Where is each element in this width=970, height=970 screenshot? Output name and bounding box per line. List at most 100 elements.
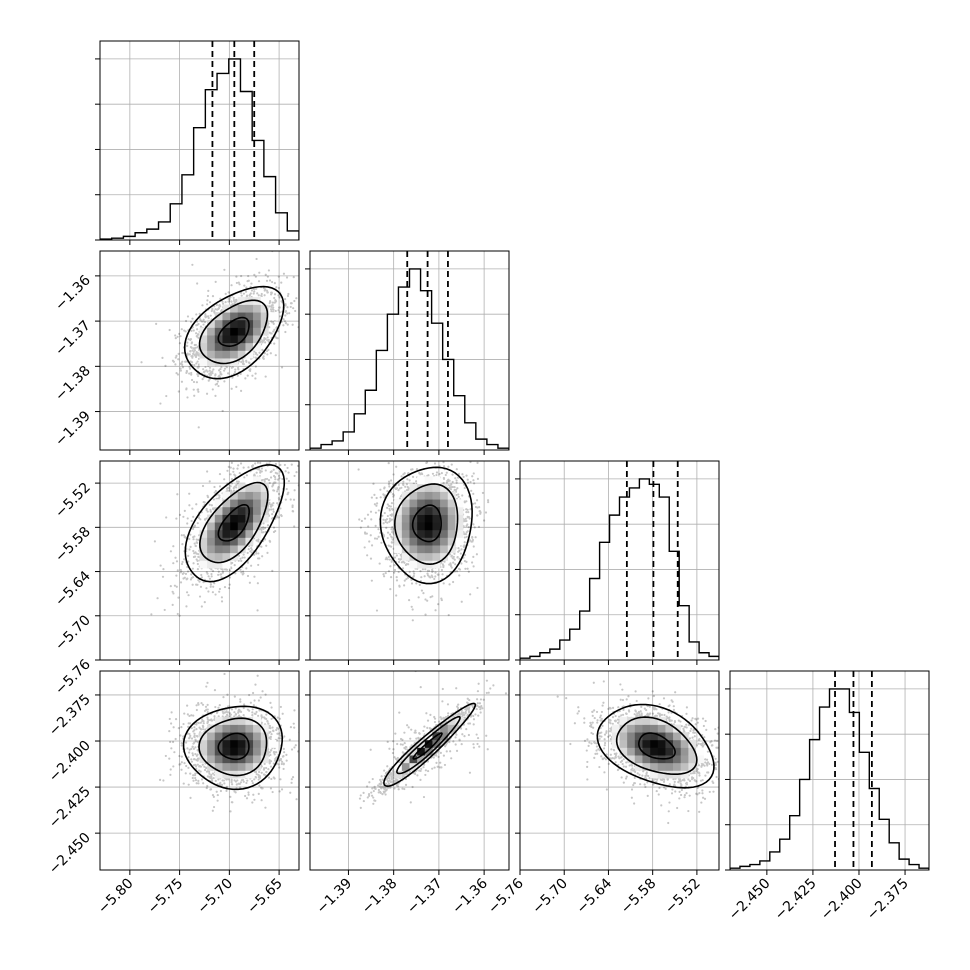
scatter-point bbox=[407, 488, 410, 491]
scatter-point bbox=[447, 478, 450, 481]
scatter-point bbox=[466, 523, 469, 526]
scatter-point bbox=[284, 298, 287, 301]
scatter-point bbox=[186, 522, 189, 525]
scatter-point bbox=[472, 479, 475, 482]
scatter-point bbox=[190, 573, 193, 576]
scatter-point bbox=[254, 372, 257, 375]
scatter-point bbox=[218, 374, 221, 377]
scatter-point bbox=[209, 583, 213, 586]
density-cell bbox=[207, 560, 216, 569]
scatter-point bbox=[389, 588, 392, 591]
scatter-point bbox=[272, 468, 275, 471]
scatter-point bbox=[176, 612, 179, 616]
scatter-point bbox=[251, 374, 254, 377]
panel-content bbox=[100, 41, 299, 240]
scatter-point bbox=[273, 296, 276, 300]
scatter-point bbox=[220, 373, 223, 376]
scatter-point bbox=[289, 498, 292, 501]
scatter-point bbox=[192, 347, 196, 350]
scatter-point bbox=[190, 329, 193, 333]
scatter-point bbox=[161, 356, 164, 359]
scatter-point bbox=[271, 321, 274, 324]
scatter-point bbox=[290, 302, 293, 305]
density-cell bbox=[214, 545, 223, 554]
scatter-point bbox=[266, 291, 269, 294]
scatter-point bbox=[230, 561, 233, 564]
scatter-point bbox=[223, 367, 227, 370]
scatter-point bbox=[443, 452, 445, 454]
scatter-point bbox=[192, 549, 195, 553]
scatter-point bbox=[202, 581, 205, 584]
density-cell bbox=[253, 342, 262, 351]
scatter-point bbox=[253, 473, 256, 476]
scatter-point bbox=[272, 306, 275, 309]
scatter-point bbox=[284, 303, 287, 306]
scatter-point bbox=[205, 507, 208, 511]
scatter-point bbox=[181, 360, 184, 363]
scatter-point bbox=[255, 539, 258, 542]
density-cell bbox=[222, 552, 231, 561]
scatter-point bbox=[262, 287, 266, 290]
scatter-point bbox=[262, 531, 265, 534]
scatter-point bbox=[189, 345, 192, 349]
scatter-point bbox=[285, 487, 288, 491]
scatter-point bbox=[285, 276, 289, 279]
scatter-point bbox=[220, 600, 224, 603]
scatter-point bbox=[208, 301, 212, 304]
density-cell bbox=[245, 312, 254, 321]
scatter-point bbox=[220, 576, 223, 579]
scatter-point bbox=[264, 526, 267, 530]
scatter-point bbox=[189, 350, 192, 353]
scatter-point bbox=[241, 358, 244, 361]
scatter-point bbox=[257, 280, 261, 283]
scatter-point bbox=[225, 487, 229, 490]
scatter-point bbox=[239, 291, 243, 294]
scatter-point bbox=[257, 557, 260, 560]
scatter-point bbox=[185, 369, 188, 373]
scatter-point bbox=[197, 579, 200, 582]
scatter-point bbox=[276, 488, 279, 491]
scatter-point bbox=[241, 362, 244, 365]
scatter-point bbox=[223, 380, 226, 383]
scatter-point bbox=[189, 337, 193, 341]
scatter-point bbox=[383, 511, 386, 515]
scatter-point bbox=[232, 467, 235, 470]
scatter-point bbox=[301, 463, 303, 465]
scatter-point bbox=[209, 314, 212, 317]
scatter-point bbox=[201, 378, 204, 381]
scatter-point bbox=[463, 544, 466, 547]
scatter-point bbox=[460, 548, 463, 551]
scatter-point bbox=[179, 335, 182, 338]
scatter-point bbox=[382, 573, 385, 576]
density-cell bbox=[207, 529, 216, 538]
scatter-point bbox=[230, 366, 233, 369]
scatter-point bbox=[440, 561, 443, 564]
scatter-point bbox=[211, 388, 214, 391]
scatter-point bbox=[403, 579, 406, 582]
scatter-point bbox=[219, 371, 222, 374]
scatter-point bbox=[447, 465, 450, 468]
scatter-point bbox=[174, 334, 177, 337]
scatter-point bbox=[264, 438, 266, 440]
scatter-point bbox=[422, 592, 425, 595]
scatter-point bbox=[206, 294, 210, 298]
scatter-point bbox=[256, 609, 259, 612]
scatter-point bbox=[183, 329, 186, 332]
scatter-point bbox=[181, 363, 184, 366]
scatter-point bbox=[386, 531, 390, 534]
scatter-point bbox=[274, 309, 277, 313]
scatter-point bbox=[393, 571, 396, 574]
scatter-point bbox=[379, 488, 382, 491]
scatter-point bbox=[196, 353, 199, 356]
scatter-point bbox=[233, 370, 237, 374]
scatter-point bbox=[390, 536, 394, 539]
scatter-point bbox=[228, 569, 232, 572]
scatter-point bbox=[200, 605, 203, 608]
scatter-point bbox=[206, 370, 209, 373]
scatter-point bbox=[478, 510, 481, 513]
scatter-point bbox=[270, 310, 273, 313]
scatter-point bbox=[255, 552, 258, 555]
scatter-point bbox=[282, 442, 284, 444]
scatter-point bbox=[171, 590, 174, 593]
